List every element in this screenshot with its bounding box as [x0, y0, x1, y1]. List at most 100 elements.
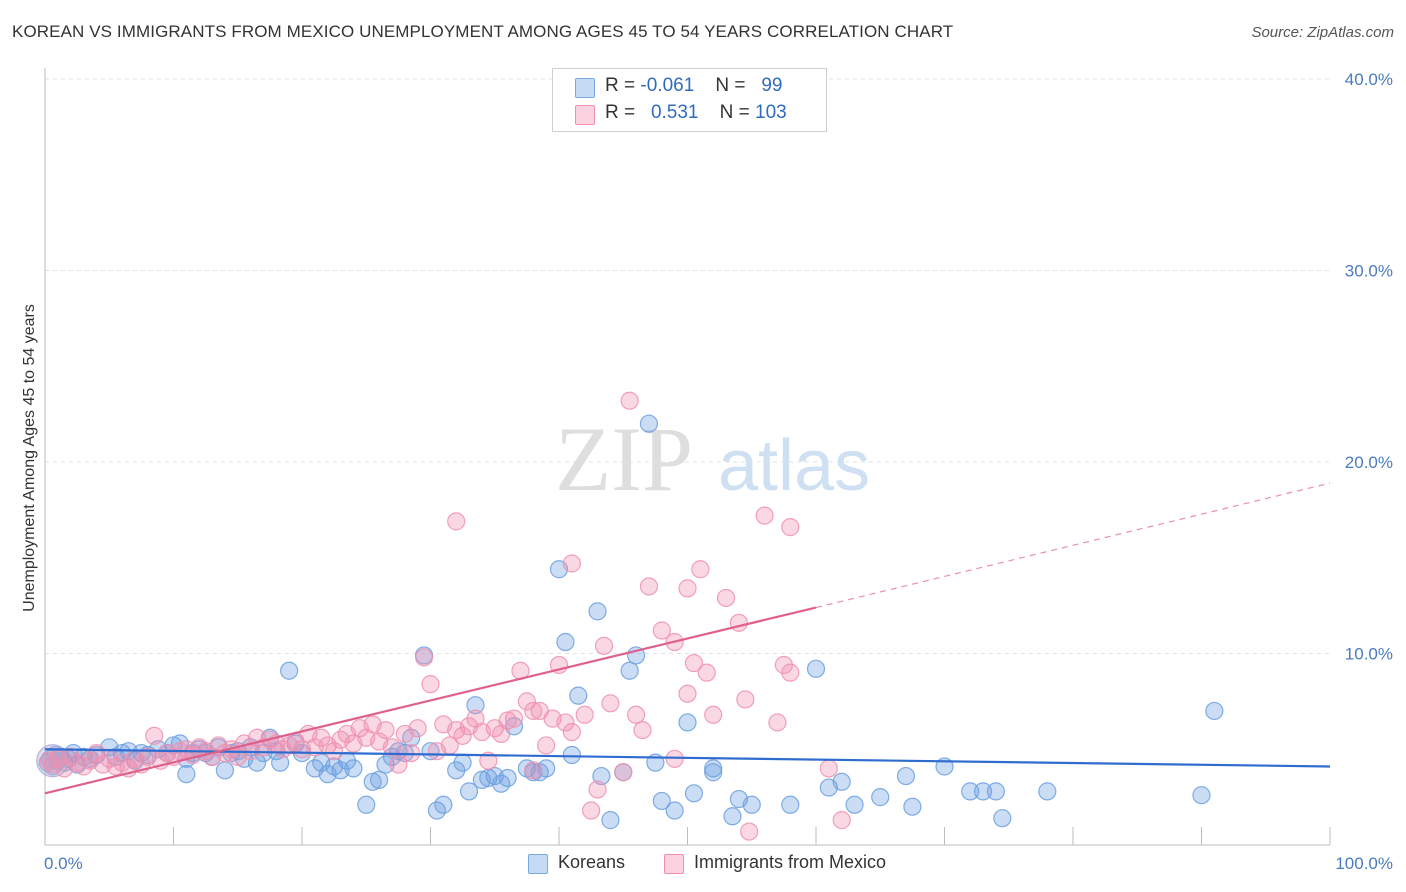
korean-point — [601, 811, 620, 830]
mexico-point — [537, 736, 556, 755]
mexico-point — [684, 653, 704, 673]
chart-title: KOREAN VS IMMIGRANTS FROM MEXICO UNEMPLO… — [12, 22, 954, 41]
y-tick-label: 30.0% — [1345, 262, 1393, 281]
korean-point — [1205, 701, 1224, 721]
korean-point — [993, 809, 1012, 828]
mexico-point — [716, 588, 736, 608]
mexico-point — [614, 763, 633, 782]
korean-point — [466, 696, 485, 715]
legend-r-value-korean: -0.061 — [640, 75, 695, 96]
x-tick-label: 100.0% — [1335, 854, 1393, 873]
korean-point — [986, 782, 1006, 801]
mexico-point — [819, 759, 838, 778]
korean-point — [363, 772, 382, 791]
korean-point — [215, 761, 234, 780]
watermark-zip: ZIP — [555, 408, 693, 510]
series-label-korean: Koreans — [558, 852, 626, 872]
mexico-point — [601, 694, 620, 713]
korean-point — [280, 661, 299, 680]
korean-point — [434, 795, 453, 814]
korean-point — [961, 782, 980, 801]
y-axis-label: Unemployment Among Ages 45 to 54 years — [21, 304, 38, 612]
legend-r-label: R = — [605, 75, 636, 96]
mexico-point — [626, 705, 646, 724]
korean-point — [459, 782, 479, 801]
korean-point — [639, 414, 659, 433]
grid-lines — [45, 78, 1330, 654]
korean-point — [148, 740, 168, 759]
mexico-point — [145, 726, 164, 745]
korean-point — [806, 659, 826, 678]
mexico-point — [504, 709, 524, 728]
korean-point — [271, 753, 290, 772]
legend-n-label: N = — [719, 102, 750, 123]
mexico-point — [678, 684, 697, 703]
korean-point — [665, 801, 684, 820]
mexico-point — [652, 621, 671, 640]
y-tick-label: 10.0% — [1345, 645, 1393, 664]
korean-point — [678, 713, 697, 732]
mexico-point — [447, 512, 466, 531]
korean-point — [845, 795, 864, 814]
legend-r-value-mexico: 0.531 — [650, 102, 699, 123]
mexico-point — [691, 560, 710, 579]
mexico-point — [633, 720, 652, 740]
mexico-point — [736, 690, 755, 709]
mexico-point — [575, 705, 594, 724]
legend-n-label: N = — [715, 75, 746, 96]
mexico-point — [639, 577, 659, 596]
korean-points — [36, 414, 1224, 830]
mexico-point — [582, 801, 601, 820]
korean-point — [1192, 786, 1211, 805]
korean-point — [620, 661, 639, 680]
korean-point — [684, 784, 704, 803]
korean-trend-line — [44, 748, 1331, 768]
mexico-point — [562, 722, 581, 742]
mexico-point — [498, 711, 517, 730]
mexico-point — [453, 726, 472, 745]
mexico-point — [524, 701, 543, 721]
mexico-point — [376, 720, 395, 740]
korean-point — [903, 797, 922, 816]
korean-point — [344, 759, 363, 778]
mexico-point — [421, 675, 440, 694]
y-tick-label: 20.0% — [1345, 453, 1393, 472]
korean-point — [357, 795, 376, 814]
mexico-point — [408, 719, 427, 738]
korean-point — [562, 745, 581, 765]
korean-point — [453, 753, 472, 772]
mexico-point — [389, 755, 408, 774]
mexico-point — [588, 780, 607, 799]
mexico-point — [562, 554, 581, 573]
mexico-point — [414, 648, 434, 667]
korean-point — [832, 772, 851, 791]
korean-point — [871, 788, 890, 807]
mexico-point — [832, 811, 851, 830]
y-tick-label: 40.0% — [1345, 70, 1393, 89]
chart-source: Source: ZipAtlas.com — [1251, 24, 1394, 41]
korean-point — [723, 807, 742, 826]
mexico-point — [729, 613, 749, 632]
mexico-point — [755, 506, 774, 525]
korean-point — [592, 766, 611, 786]
mexico-point — [594, 636, 614, 655]
korean-point — [247, 753, 267, 772]
mexico-point — [781, 518, 800, 537]
series-swatch-korean — [528, 854, 548, 874]
korean-point — [652, 791, 671, 811]
korean-point — [370, 770, 389, 789]
stats-legend: R = -0.061 N = 99 R = 0.531 N = 103 — [552, 68, 827, 132]
series-legend: Koreans Immigrants from Mexico — [0, 852, 1406, 876]
series-swatch-mexico — [664, 854, 684, 874]
korean-point — [742, 795, 761, 814]
mexico-point — [704, 705, 723, 724]
mexico-trend-line-extended — [815, 482, 1331, 609]
axes — [44, 68, 1331, 846]
korean-point — [704, 763, 723, 782]
korean-point — [896, 766, 916, 786]
mexico-point — [781, 663, 800, 682]
korean-point — [973, 782, 993, 801]
korean-point — [781, 795, 800, 814]
mexico-point — [43, 755, 62, 774]
